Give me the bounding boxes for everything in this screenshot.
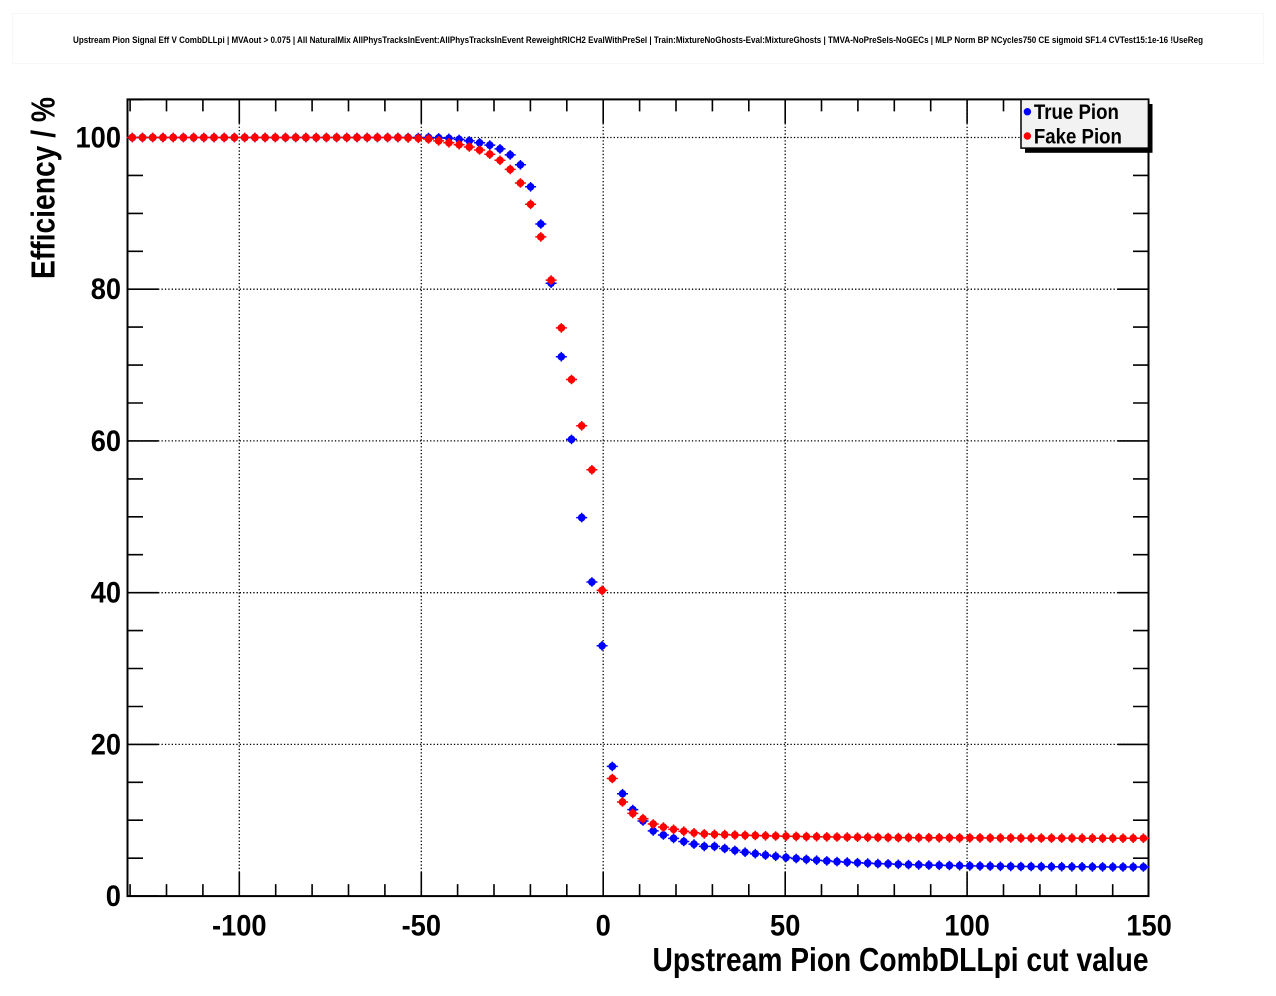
svg-text:Upstream Pion CombDLLpi cut va: Upstream Pion CombDLLpi cut value bbox=[653, 941, 1149, 978]
svg-text:60: 60 bbox=[91, 425, 121, 458]
svg-text:40: 40 bbox=[91, 577, 121, 610]
svg-text:20: 20 bbox=[91, 728, 121, 761]
svg-text:Fake Pion: Fake Pion bbox=[1034, 126, 1122, 149]
svg-text:-100: -100 bbox=[212, 910, 267, 943]
svg-text:-50: -50 bbox=[402, 910, 441, 943]
svg-text:100: 100 bbox=[76, 122, 122, 155]
svg-text:True Pion: True Pion bbox=[1034, 101, 1119, 124]
svg-text:Efficiency / %: Efficiency / % bbox=[25, 97, 62, 279]
svg-text:0: 0 bbox=[596, 910, 611, 943]
svg-text:50: 50 bbox=[770, 910, 800, 943]
svg-text:150: 150 bbox=[1126, 910, 1172, 943]
svg-text:100: 100 bbox=[944, 910, 990, 943]
svg-text:Upstream Pion Signal Eff V Com: Upstream Pion Signal Eff V CombDLLpi | M… bbox=[73, 35, 1203, 45]
svg-text:80: 80 bbox=[91, 273, 121, 306]
svg-text:0: 0 bbox=[106, 880, 121, 913]
